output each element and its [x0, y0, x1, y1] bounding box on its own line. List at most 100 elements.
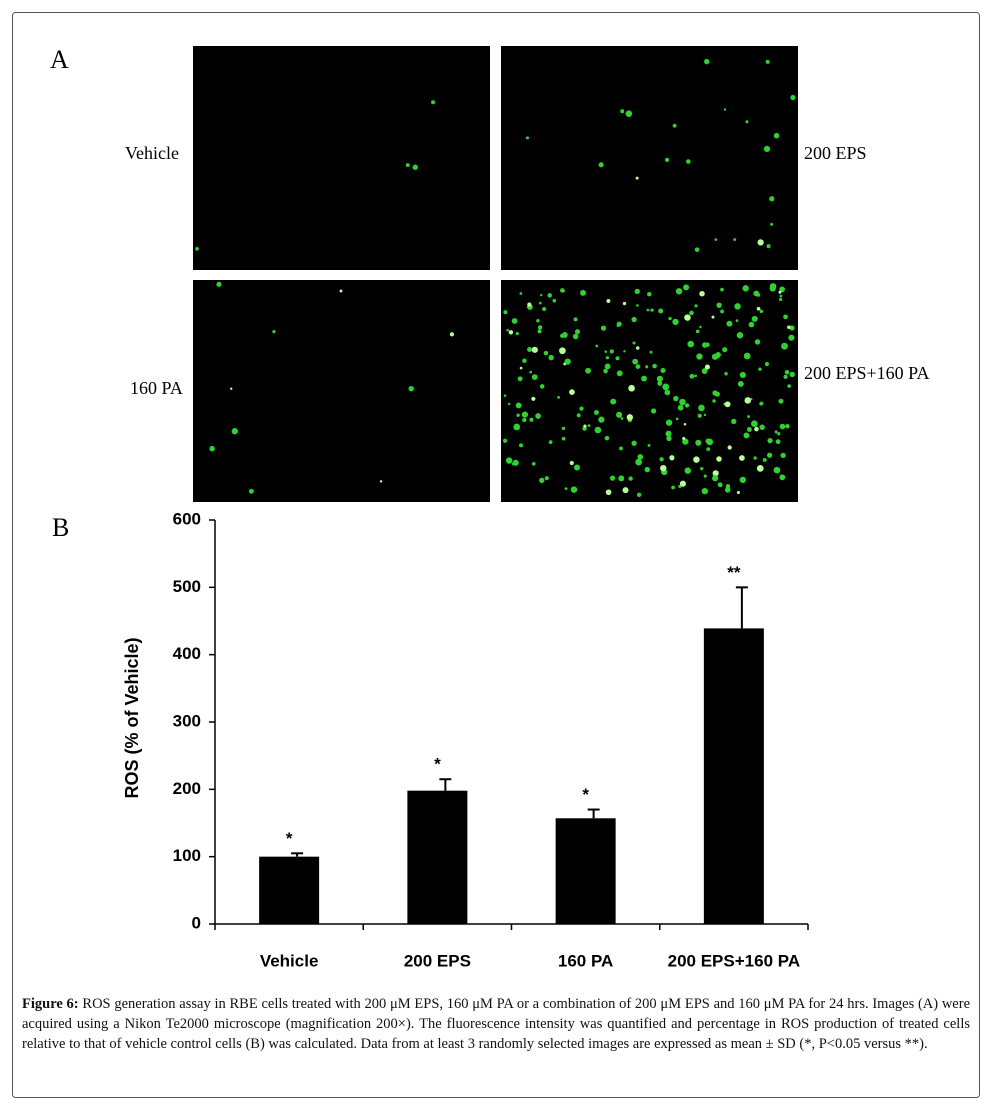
cell-dot: [739, 455, 745, 461]
cell-dot: [548, 440, 553, 445]
cell-dot: [694, 374, 697, 378]
cell-dot: [658, 308, 664, 314]
cell-dot: [564, 358, 571, 365]
cell-dot: [787, 384, 791, 388]
micrograph: [501, 46, 798, 270]
cell-dot: [739, 476, 747, 484]
cell-dot: [779, 286, 785, 293]
cell-dot: [743, 352, 751, 360]
cell-dot: [773, 466, 781, 474]
cell-dot: [536, 318, 540, 323]
cell-dot: [677, 404, 684, 411]
cell-dot: [628, 384, 635, 392]
cell-dot: [216, 281, 222, 287]
cell-dot: [720, 309, 725, 314]
cell-dot: [659, 457, 664, 462]
cell-dot: [662, 383, 670, 391]
cell-dot: [672, 318, 679, 326]
cell-dot: [694, 247, 700, 252]
significance-mark: *: [582, 785, 589, 804]
cell-dot: [539, 477, 545, 484]
cell-dot: [779, 423, 786, 430]
cell-dot: [754, 426, 759, 432]
cell-dot: [736, 490, 740, 495]
cell-dot: [783, 314, 788, 320]
cell-dot: [773, 132, 780, 139]
cell-dot: [576, 413, 581, 418]
cell-dot: [747, 415, 751, 418]
cell-dot: [505, 457, 513, 464]
cell-dot: [727, 445, 732, 450]
cell-dot: [726, 320, 733, 327]
cell-dot: [766, 452, 773, 458]
micrograph: [501, 280, 798, 502]
cell-dot: [777, 432, 781, 436]
cell-dot: [616, 370, 623, 377]
cell-dot: [788, 334, 795, 341]
cell-dot: [609, 475, 616, 481]
cell-dot: [512, 459, 519, 466]
cell-dot: [712, 390, 718, 396]
cell-dot: [645, 365, 649, 369]
cell-dot: [671, 485, 675, 490]
cell-dot: [724, 372, 728, 376]
cell-dot: [587, 424, 591, 428]
caption: Figure 6: ROS generation assay in RBE ce…: [22, 994, 970, 1054]
cell-dot: [519, 292, 523, 295]
cell-dot: [789, 325, 795, 331]
bar: [407, 790, 468, 924]
cell-dot: [759, 402, 763, 406]
significance-mark: *: [434, 755, 441, 774]
image-label: Vehicle: [125, 143, 179, 163]
cell-dot: [733, 238, 737, 241]
cell-dot: [248, 488, 254, 494]
cell-dot: [626, 414, 634, 421]
y-axis-label: ROS (% of Vehicle): [122, 637, 142, 798]
cell-dot: [699, 325, 702, 329]
cell-dot: [449, 332, 454, 337]
cell-dot: [783, 374, 788, 379]
cell-dot: [664, 157, 670, 163]
cell-dot: [759, 309, 764, 314]
cell-dot: [573, 317, 578, 322]
cell-dot: [705, 342, 710, 347]
cell-dot: [665, 419, 673, 426]
cell-dot: [559, 347, 566, 355]
cell-dot: [623, 350, 626, 353]
cell-dot: [664, 389, 671, 396]
cell-dot: [714, 238, 718, 241]
cell-dot: [634, 288, 640, 295]
cell-dot: [637, 454, 644, 460]
cell-dot: [511, 318, 518, 324]
cell-dot: [618, 475, 625, 482]
cell-dot: [620, 109, 625, 114]
cell-dot: [790, 94, 796, 101]
cell-dot: [507, 402, 511, 406]
cell-dot: [635, 364, 641, 370]
cell-dot: [503, 394, 507, 397]
cell-dot: [785, 423, 790, 429]
cell-dot: [672, 123, 677, 128]
cell-dot: [622, 487, 629, 494]
cell-dot: [763, 145, 771, 152]
cell-dot: [525, 136, 530, 140]
cell-dot: [765, 59, 770, 64]
cell-dot: [230, 387, 233, 390]
cell-dot: [604, 350, 607, 353]
cell-dot: [647, 291, 652, 297]
cell-dot: [537, 329, 542, 334]
cell-dot: [513, 423, 521, 431]
y-tick-label: 100: [173, 846, 201, 865]
cell-dot: [580, 289, 587, 296]
cell-dot: [647, 443, 651, 447]
cell-dot: [516, 413, 520, 417]
bar: [259, 856, 320, 924]
cell-dot: [703, 413, 707, 417]
cell-dot: [535, 413, 541, 419]
cell-dot: [748, 321, 755, 328]
image-label: 160 PA: [130, 378, 183, 398]
y-tick-label: 0: [192, 913, 201, 932]
cell-dot: [616, 324, 620, 328]
cell-dot: [531, 396, 536, 401]
significance-mark: *: [286, 829, 293, 848]
